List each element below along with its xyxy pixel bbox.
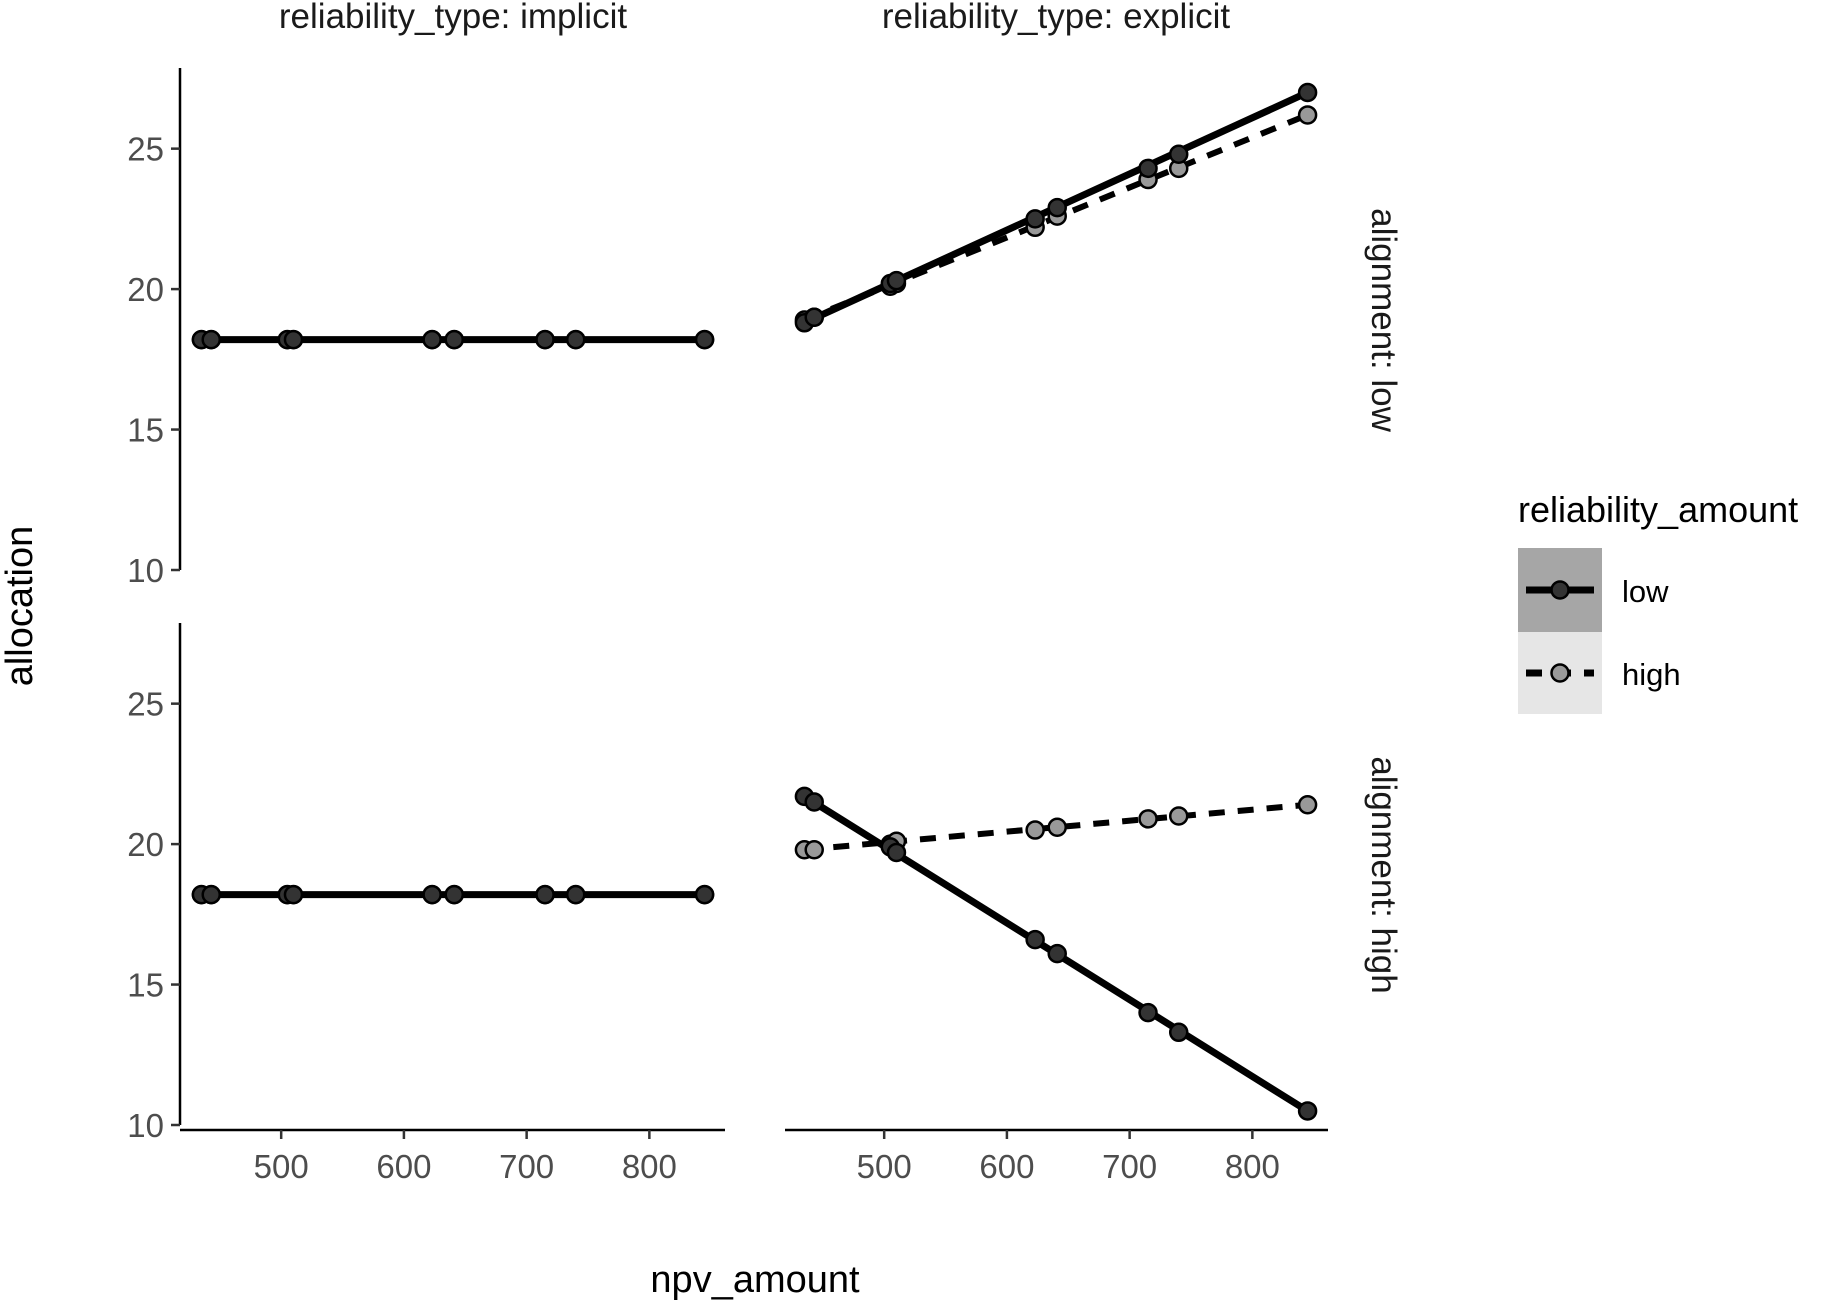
- data-point-low: [804, 792, 824, 812]
- x-tick-label: 700: [1102, 1148, 1157, 1185]
- data-point-low: [535, 329, 555, 350]
- x-tick-label: 800: [1225, 1148, 1280, 1185]
- x-tick-label: 700: [499, 1148, 554, 1185]
- data-point-low: [1297, 1101, 1318, 1121]
- data-point-low: [565, 884, 586, 905]
- data-point-low: [1025, 209, 1045, 229]
- y-tick-label: 15: [127, 412, 164, 449]
- data-point-low: [694, 884, 715, 905]
- data-point-low: [1138, 158, 1158, 179]
- data-point-low: [804, 307, 824, 327]
- data-point-low: [201, 329, 221, 350]
- y-tick-label: 20: [127, 271, 164, 308]
- legend-title: reliability_amount: [1518, 489, 1798, 530]
- x-tick-label: 600: [979, 1148, 1034, 1185]
- y-axes: 10 15 20 25 10 15 20 25: [127, 68, 182, 1144]
- facet-strips: reliability_type: implicit reliability_ty…: [279, 0, 1403, 994]
- data-point-low: [886, 842, 907, 863]
- data-point-low: [1138, 1002, 1158, 1023]
- data-point-low: [283, 884, 304, 905]
- facet-column-label: reliability_type: implicit: [279, 0, 627, 36]
- facet-column-label: reliability_type: explicit: [882, 0, 1230, 36]
- legend-key-high-point: [1550, 663, 1570, 683]
- facet-row-label: alignment: low: [1364, 208, 1403, 432]
- x-tick-label: 800: [622, 1148, 677, 1185]
- data-point-low: [1025, 929, 1045, 950]
- x-axes: 500 600 700 800 500 600 700 800: [180, 1128, 1328, 1185]
- data-point-high: [804, 839, 824, 860]
- data-point-low: [201, 884, 221, 905]
- legend-label-high: high: [1622, 657, 1681, 692]
- data-point-low: [1297, 82, 1318, 103]
- y-tick-label: 15: [127, 967, 164, 1004]
- legend-key-low-point: [1550, 580, 1570, 600]
- data-point-low: [1047, 197, 1067, 218]
- legend: reliability_amount low high: [1518, 489, 1798, 714]
- y-tick-label: 10: [127, 552, 164, 589]
- data-point-low: [422, 884, 442, 905]
- panel: [794, 82, 1318, 333]
- data-point-low: [694, 329, 715, 350]
- x-tick-label: 500: [254, 1148, 309, 1185]
- legend-label-low: low: [1622, 574, 1669, 609]
- data-point-low: [886, 270, 907, 291]
- data-point-low: [444, 884, 464, 905]
- y-axis-title: allocation: [0, 526, 41, 687]
- panel: [191, 329, 715, 350]
- data-point-high: [1138, 809, 1158, 829]
- series-line-high: [804, 801, 1308, 853]
- facet-row-label: alignment: high: [1364, 756, 1403, 993]
- data-point-high: [1168, 806, 1189, 826]
- y-tick-label: 25: [127, 131, 164, 168]
- panel: [794, 786, 1318, 1121]
- data-point-high: [1025, 820, 1045, 840]
- data-point-low: [1168, 1022, 1189, 1043]
- data-point-low: [422, 329, 442, 350]
- panel: [191, 884, 715, 905]
- data-point-high: [1297, 795, 1318, 815]
- data-point-high: [1047, 817, 1067, 837]
- chart-panels: [191, 82, 1318, 1121]
- data-point-high: [1297, 105, 1318, 125]
- y-tick-label: 10: [127, 1107, 164, 1144]
- data-point-low: [1168, 144, 1189, 165]
- y-tick-label: 20: [127, 826, 164, 863]
- data-point-low: [535, 884, 555, 905]
- x-axis-title: npv_amount: [650, 1259, 860, 1301]
- x-tick-label: 600: [376, 1148, 431, 1185]
- x-tick-label: 500: [857, 1148, 912, 1185]
- data-point-low: [283, 329, 304, 350]
- data-point-low: [565, 329, 586, 350]
- data-point-low: [1047, 943, 1067, 964]
- y-tick-label: 25: [127, 686, 164, 723]
- data-point-low: [444, 329, 464, 350]
